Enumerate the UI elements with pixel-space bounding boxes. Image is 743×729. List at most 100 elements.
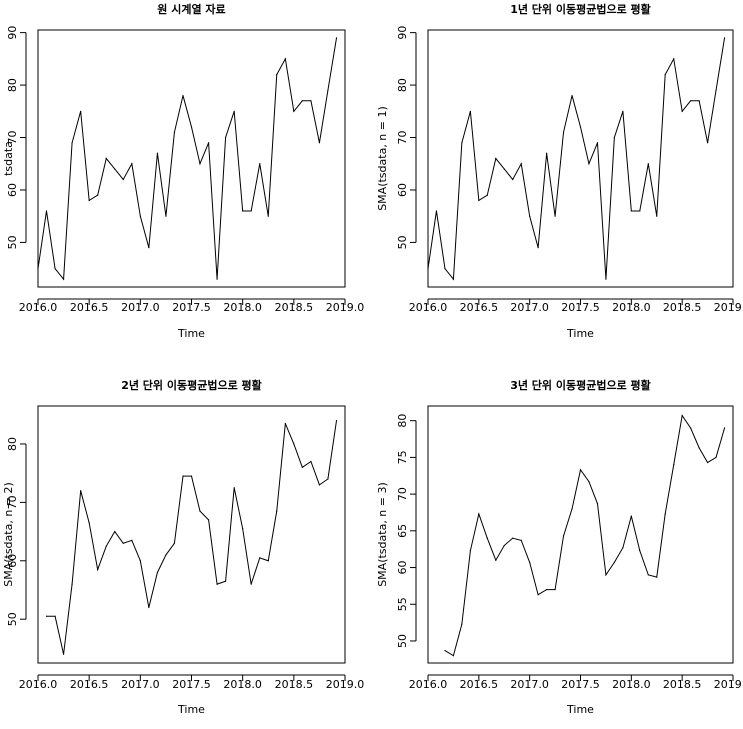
data-point	[122, 542, 124, 544]
x-tick-label: 2019.0	[326, 301, 365, 314]
y-tick-label: 60	[396, 183, 409, 197]
x-tick-label: 2019.0	[714, 678, 743, 691]
data-point	[173, 131, 176, 133]
data-point	[54, 615, 56, 617]
data-point	[62, 278, 65, 280]
x-tick-label: 2016.0	[409, 678, 448, 691]
data-point	[715, 456, 717, 458]
data-point	[45, 210, 48, 212]
y-tick-label: 50	[396, 235, 409, 249]
data-point	[88, 199, 90, 202]
data-point	[698, 447, 700, 449]
data-point	[596, 142, 599, 144]
plot-frame	[37, 405, 346, 664]
y-tick-label: 60	[6, 554, 19, 568]
data-point	[190, 126, 193, 128]
x-axis-label: Time	[566, 703, 594, 716]
y-tick-label: 70	[396, 487, 409, 501]
data-point	[88, 522, 90, 524]
x-tick-label: 2017.0	[510, 678, 549, 691]
data-point	[562, 131, 565, 133]
data-point	[122, 178, 124, 181]
data-point	[37, 268, 39, 270]
x-tick-label: 2018.5	[275, 678, 314, 691]
x-tick-label: 2017.0	[121, 678, 160, 691]
data-point	[284, 58, 286, 60]
data-point	[664, 513, 666, 515]
data-point	[537, 247, 539, 249]
x-tick-label: 2017.5	[561, 678, 600, 691]
data-point	[715, 89, 717, 91]
data-point	[199, 163, 201, 165]
x-tick-label: 2017.5	[172, 678, 211, 691]
data-point	[520, 163, 522, 165]
data-point	[723, 37, 726, 39]
x-tick-label: 2019.0	[714, 301, 743, 314]
x-axis-label: Time	[177, 703, 205, 716]
data-point	[80, 110, 82, 112]
y-tick-label: 50	[6, 235, 19, 249]
data-point	[165, 554, 167, 556]
data-point	[613, 136, 615, 139]
data-point	[605, 574, 607, 576]
data-point	[469, 550, 471, 552]
data-point	[588, 163, 590, 165]
data-point	[622, 110, 624, 112]
x-tick-label: 2019.0	[326, 678, 365, 691]
chart-panel-4: 3년 단위 이동평균법으로 평활 2016.0 2016.5 2017.0 2017.5…	[376, 378, 743, 716]
chart-title: 3년 단위 이동평균법으로 평활	[510, 378, 651, 392]
x-tick-label: 2018.5	[663, 301, 702, 314]
data-point	[698, 100, 700, 102]
data-point	[622, 547, 624, 549]
data-point	[690, 100, 692, 102]
data-point	[216, 278, 218, 280]
y-axis-label: SMA(tsdata, n = 2)	[2, 482, 15, 587]
data-point	[267, 560, 269, 562]
data-point	[461, 142, 463, 144]
y-tick-label: 55	[396, 597, 409, 611]
data-point	[335, 420, 338, 422]
data-point	[165, 215, 167, 217]
data-point	[427, 268, 429, 270]
series-line	[37, 37, 338, 281]
x-tick-label: 2018.0	[612, 301, 651, 314]
data-point	[242, 528, 244, 530]
y-tick-label: 50	[6, 612, 19, 626]
x-tick-label: 2017.5	[561, 301, 600, 314]
data-point	[250, 210, 252, 212]
data-point	[444, 649, 446, 652]
x-tick-label: 2016.5	[70, 678, 109, 691]
data-point	[673, 464, 675, 466]
data-point	[512, 537, 514, 539]
data-point	[62, 653, 65, 655]
data-point	[503, 168, 505, 170]
data-point	[276, 510, 278, 512]
chart-title: 원 시계열 자료	[157, 2, 225, 16]
y-tick-label: 60	[6, 183, 19, 197]
data-point	[639, 550, 641, 552]
data-point	[242, 210, 244, 212]
data-point	[647, 574, 649, 576]
data-point	[512, 178, 514, 181]
data-point	[706, 142, 709, 144]
data-point	[529, 561, 531, 564]
data-point	[233, 487, 235, 489]
y-tick-label: 90	[396, 26, 409, 40]
data-point	[537, 594, 539, 596]
data-point	[301, 100, 303, 102]
x-tick-label: 2018.5	[663, 678, 702, 691]
x-tick-label: 2018.0	[223, 678, 262, 691]
x-axis-label: Time	[566, 327, 594, 340]
data-point	[114, 530, 116, 533]
data-point	[199, 510, 201, 512]
data-point	[139, 560, 141, 562]
data-point	[486, 537, 488, 539]
data-point	[301, 466, 303, 468]
data-point	[605, 278, 607, 280]
data-point	[554, 215, 556, 217]
data-point	[293, 110, 295, 112]
y-tick-label: 65	[396, 524, 409, 538]
data-point	[259, 163, 261, 165]
y-tick-label: 80	[396, 78, 409, 92]
x-tick-label: 2017.0	[510, 301, 549, 314]
